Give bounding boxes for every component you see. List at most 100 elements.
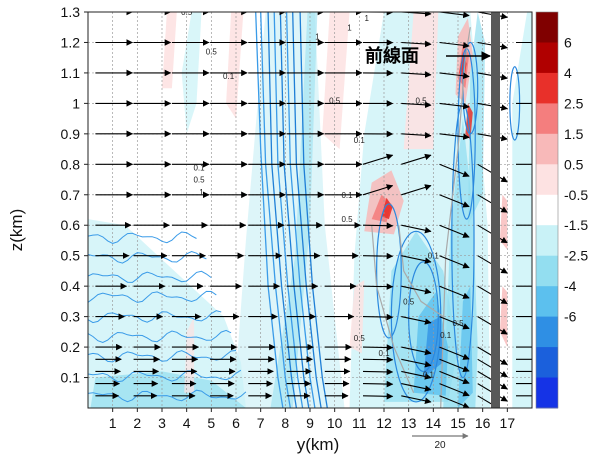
x-tick-label: 14 [426,415,442,431]
wind-vector [362,283,394,290]
contour-line [88,290,217,303]
wind-vector [362,313,394,321]
wind-vector [439,285,470,299]
contour-label: 1 [364,14,369,23]
wind-vector [401,383,432,392]
wind-vector [439,224,470,238]
wind-vector [439,163,470,178]
colorbar [535,11,559,409]
field-region [512,12,532,408]
colorbar-swatch [536,164,558,196]
x-tick-label: 8 [281,415,289,431]
wind-vector [439,255,470,269]
wind-vector [439,346,470,360]
colorbar-tick-label: -4 [564,278,577,294]
colorbar-tick-label: -6 [564,309,577,325]
wind-vector [362,344,394,351]
contour-label: 0.5 [341,215,353,224]
x-tick-label: 11 [352,415,367,431]
wind-vector [401,71,432,78]
x-tick-label: 15 [450,415,466,431]
contour-label: 1 [315,32,320,41]
wind-vector [401,224,432,234]
x-tick-label: 1 [109,415,117,431]
y-tick-label: 0.5 [61,248,81,264]
field-region [270,12,318,408]
colorbar-tick-label: -1.5 [564,217,588,233]
field-region [226,12,244,119]
y-tick-label: 1.2 [61,34,81,50]
x-tick-label: 9 [306,415,314,431]
wind-vector [401,346,432,356]
colorbar-frame [535,11,559,409]
contour-line [88,369,242,383]
y-tick-label: 0.1 [61,370,81,386]
x-tick-label: 16 [475,415,491,431]
wind-vector [439,102,470,110]
contour-label: 0.1 [354,136,366,145]
x-tick-label: 17 [500,415,516,431]
x-tick-label: 4 [183,415,191,431]
y-tick-label: 0.3 [61,309,81,325]
colorbar-swatch [536,133,558,165]
wind-vector [362,392,394,400]
wind-vector [401,395,432,405]
wind-vector [401,132,432,139]
x-axis-title: y(km) [297,435,339,454]
wind-vector [439,41,470,49]
x-tick-label: 7 [257,415,265,431]
colorbar-swatch [536,255,558,287]
contour-line [88,310,222,324]
wind-vectors [95,12,532,408]
contour-line [88,329,232,344]
field-region [88,219,246,408]
contour-label: 0.5 [329,96,341,105]
contour-label: 0.5 [403,297,415,306]
wind-vector [401,153,432,165]
y-tick-label: 1 [72,95,80,111]
wind-vector [439,12,470,19]
front-annotation-label: 前線面 [365,45,419,67]
wind-vector [401,184,432,196]
contour-line-gray [398,225,444,318]
wind-vector [401,101,432,109]
x-tick-label: 13 [401,415,417,431]
wind-vector [362,184,394,196]
colorbar-swatch [536,72,558,104]
contour-line [88,231,197,244]
wind-vector [362,222,394,229]
wind-vector [362,380,394,388]
front-annotation: 前線面 [365,45,491,67]
y-tick-label: 0.6 [61,217,81,233]
contour-label: 1 [347,23,352,32]
colorbar-swatch [536,103,558,135]
contour-label: 0.1 [440,331,452,340]
colorbar-swatch [536,225,558,257]
colorbar-swatch [536,347,558,379]
colorbar-swatch [536,194,558,226]
contour-loop [408,261,439,373]
field-region [162,12,177,89]
wind-vector [439,194,470,208]
contour-label: 0.5 [354,334,366,343]
contour-label: 0.5 [193,176,205,185]
contour-label: 0.5 [415,96,427,105]
contour-line [267,12,298,408]
field-region [322,12,350,150]
wind-vector [401,40,432,48]
wind-vector [362,252,394,260]
contour-label: 0.1 [223,72,235,81]
x-tick-label: 3 [158,415,166,431]
x-tick-label: 5 [207,415,215,431]
colorbar-tick-label: -0.5 [564,187,588,203]
y-tick-label: 0.4 [61,278,81,294]
y-tick-label: 0.2 [61,339,81,355]
wind-vector [401,370,432,380]
y-tick-label: 1.3 [61,4,81,20]
wind-vector [439,358,470,372]
contour-label: 0.1 [423,371,435,380]
wind-vector [439,316,470,330]
wind-vector [401,316,432,325]
reference-vector-label: 20 [434,440,446,451]
x-tick-label: 2 [133,415,141,431]
